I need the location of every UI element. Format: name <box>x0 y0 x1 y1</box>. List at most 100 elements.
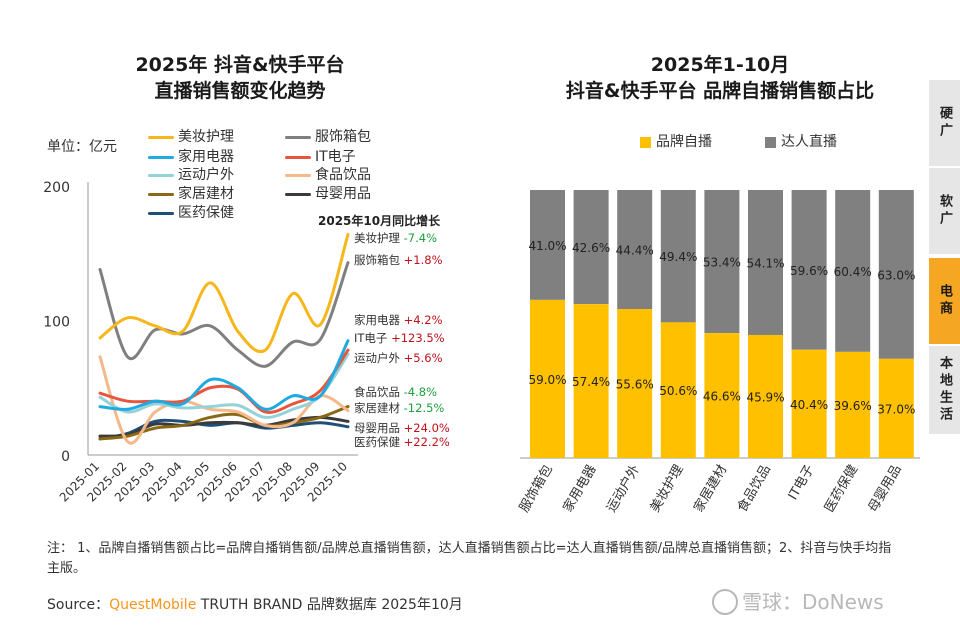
growth-label-value: +1.8% <box>400 253 443 267</box>
bar-label-达人直播: 63.0% <box>877 268 915 282</box>
bar-chart: 41.0% 59.0% 服饰箱包 42.6% 57.4% 家用电器 44.4% 55.6% 运动… <box>516 190 920 516</box>
legend-label: IT电子 <box>315 149 356 165</box>
bar-legend-swatch <box>640 136 651 148</box>
bar-category-label: 医药保健 <box>822 463 861 516</box>
legend-item: 运动户外 <box>148 164 234 184</box>
growth-label: IT电子 +123.5% <box>354 330 445 346</box>
series-line-家用电器 <box>98 339 350 411</box>
sidebar-tab[interactable]: 本地生活 <box>929 346 960 434</box>
y-tick-label: 100 <box>43 315 70 331</box>
growth-label: 母婴用品 +24.0% <box>354 420 450 436</box>
y-tick-label: 0 <box>61 449 70 465</box>
bar-legend-item: 品牌自播 <box>640 131 712 151</box>
bar-label-品牌自播: 39.6% <box>834 399 872 413</box>
series-line-服饰箱包 <box>98 261 350 368</box>
bar-segment-达人直播 <box>791 190 827 350</box>
line-chart: 01002002025-012025-022025-032025-042025-… <box>43 180 358 505</box>
legend-label: 家用电器 <box>178 149 234 165</box>
bar-label-品牌自播: 46.6% <box>703 390 741 404</box>
bar-segment-达人直播 <box>748 190 783 335</box>
bar-category-label: 家居建材 <box>690 462 730 515</box>
growth-label-name: 服饰箱包 <box>354 253 400 267</box>
left-chart-title-line2: 直播销售额变化趋势 <box>154 80 326 102</box>
legend-swatch <box>148 135 174 139</box>
source-brand: QuestMobile <box>109 597 197 613</box>
growth-label-name: 运动户外 <box>354 351 400 365</box>
bar-category-label: 运动户外 <box>603 462 643 515</box>
growth-title: 2025年10月同比增长 <box>318 214 441 228</box>
legend-swatch <box>285 192 311 196</box>
growth-label-value: +22.2% <box>400 435 450 449</box>
left-chart-title-line1: 2025年 抖音&快手平台 <box>135 54 345 76</box>
legend-label: 家居建材 <box>178 186 234 202</box>
legend-swatch <box>148 192 174 196</box>
bar-label-达人直播: 53.4% <box>703 256 741 270</box>
watermark-text: 雪球：DoNews <box>742 590 884 614</box>
growth-label-value: +4.2% <box>400 313 443 327</box>
bar-segment-达人直播 <box>617 190 653 309</box>
sidebar-tab[interactable]: 硬广 <box>929 80 960 166</box>
bar-label-品牌自播: 57.4% <box>572 375 610 389</box>
bar-label-达人直播: 41.0% <box>528 239 566 253</box>
growth-label-name: 家用电器 <box>354 313 400 327</box>
footnote: 注： 1、品牌自播销售额占比=品牌自播销售额/品牌总直播销售额，达人直播销售额占… <box>47 541 892 576</box>
source-rest: TRUTH BRAND 品牌数据库 2025年10月 <box>196 597 463 613</box>
sidebar-tab[interactable]: 电商 <box>929 258 960 344</box>
sidebar-tab[interactable]: 软广 <box>929 168 960 254</box>
legend-label: 医药保健 <box>178 205 234 221</box>
legend-item: 美妆护理 <box>148 126 234 146</box>
bar-segment-品牌自播 <box>704 333 740 458</box>
bar-segment-品牌自播 <box>660 322 696 458</box>
bar-legend-swatch <box>765 136 776 148</box>
growth-label-value: +24.0% <box>400 421 450 435</box>
bar-label-品牌自播: 59.0% <box>528 373 566 387</box>
growth-label-name: 美妆护理 <box>354 231 400 245</box>
legend-label: 母婴用品 <box>315 186 371 202</box>
legend-label: 美妆护理 <box>178 129 234 145</box>
bar-category-label: 食品饮品 <box>734 462 774 515</box>
bar-label-品牌自播: 55.6% <box>616 377 654 391</box>
legend-swatch <box>148 155 174 159</box>
bar-category-label: 美妆护理 <box>648 463 687 516</box>
series-line-食品饮品 <box>98 355 350 445</box>
bar-label-品牌自播: 40.4% <box>790 398 828 412</box>
bar-segment-品牌自播 <box>530 299 565 458</box>
growth-label: 家用电器 +4.2% <box>354 312 443 328</box>
growth-label: 美妆护理 -7.4% <box>354 230 437 246</box>
growth-label: 食品饮品 -4.8% <box>354 384 437 400</box>
bar-segment-品牌自播 <box>835 351 871 458</box>
bar-label-达人直播: 59.6% <box>790 264 828 278</box>
bar-label-品牌自播: 37.0% <box>877 402 915 416</box>
growth-label-name: 食品饮品 <box>354 385 400 399</box>
bar-label-品牌自播: 50.6% <box>659 384 697 398</box>
series-line-美妆护理 <box>98 232 350 354</box>
growth-label: 运动户外 +5.6% <box>354 350 443 366</box>
bar-category-label: IT电子 <box>786 463 818 503</box>
legend-item: 家居建材 <box>148 183 234 203</box>
growth-label-name: 医药保健 <box>354 435 400 449</box>
bar-label-达人直播: 42.6% <box>572 241 610 255</box>
bar-category-label: 家用电器 <box>560 462 600 515</box>
growth-label-name: IT电子 <box>354 331 388 345</box>
watermark: 雪球：DoNews <box>712 586 884 617</box>
growth-label-name: 母婴用品 <box>354 421 400 435</box>
unit-label: 单位：亿元 <box>47 139 117 155</box>
right-chart-title-line1: 2025年1-10月 <box>650 54 790 76</box>
legend-label: 服饰箱包 <box>315 129 371 145</box>
growth-label: 服饰箱包 +1.8% <box>354 252 443 268</box>
growth-label-value: +123.5% <box>387 331 445 345</box>
bar-legend-item: 达人直播 <box>765 131 837 151</box>
bar-segment-品牌自播 <box>878 358 914 458</box>
legend-item: 医药保健 <box>148 202 234 222</box>
legend-item: 服饰箱包 <box>285 126 371 146</box>
growth-label-value: +5.6% <box>400 351 443 365</box>
bar-segment-达人直播 <box>835 190 871 352</box>
legend-label: 食品饮品 <box>315 167 371 183</box>
right-chart-title: 2025年1-10月 抖音&快手平台 品牌自播销售额占比 <box>530 52 910 104</box>
bar-legend-label: 品牌自播 <box>656 134 712 150</box>
bar-segment-达人直播 <box>704 190 740 334</box>
legend-item: 食品饮品 <box>285 164 371 184</box>
bar-label-达人直播: 54.1% <box>746 256 784 270</box>
legend-item: IT电子 <box>285 146 356 166</box>
watermark-logo-icon <box>712 588 738 615</box>
